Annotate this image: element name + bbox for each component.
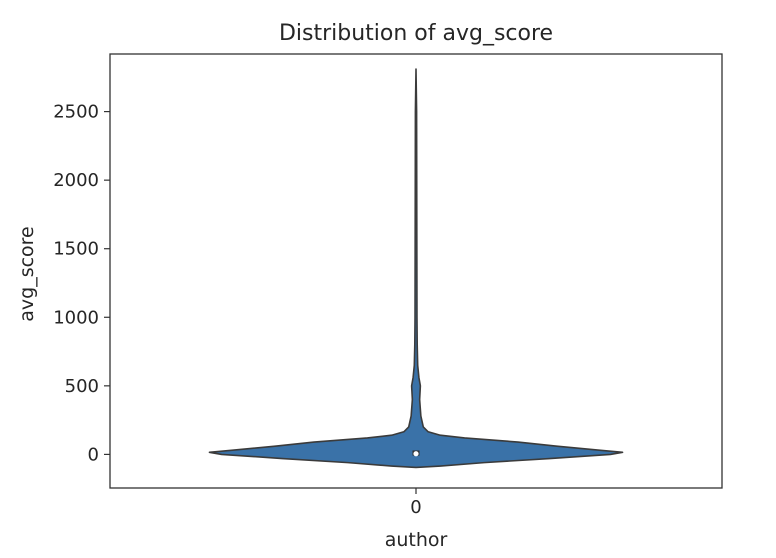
y-tick-label: 2500	[53, 102, 99, 123]
y-tick-label: 1500	[53, 239, 99, 260]
chart-title: Distribution of avg_score	[279, 21, 553, 46]
median-marker	[413, 451, 419, 457]
x-tick-label: 0	[410, 497, 421, 518]
violin-layer	[208, 68, 624, 469]
y-tick-label: 0	[88, 444, 99, 465]
plot-frame	[109, 53, 723, 489]
y-axis-ticks: 0 500 1000 1500 2000 2500	[53, 102, 110, 465]
y-axis-label: avg_score	[16, 226, 38, 322]
y-tick-label: 1000	[53, 307, 99, 328]
x-axis-ticks: 0	[410, 488, 422, 518]
x-axis-label: author	[385, 529, 448, 551]
y-tick-label: 500	[65, 376, 99, 397]
violin-body	[208, 68, 624, 469]
y-tick-label: 2000	[53, 170, 99, 191]
